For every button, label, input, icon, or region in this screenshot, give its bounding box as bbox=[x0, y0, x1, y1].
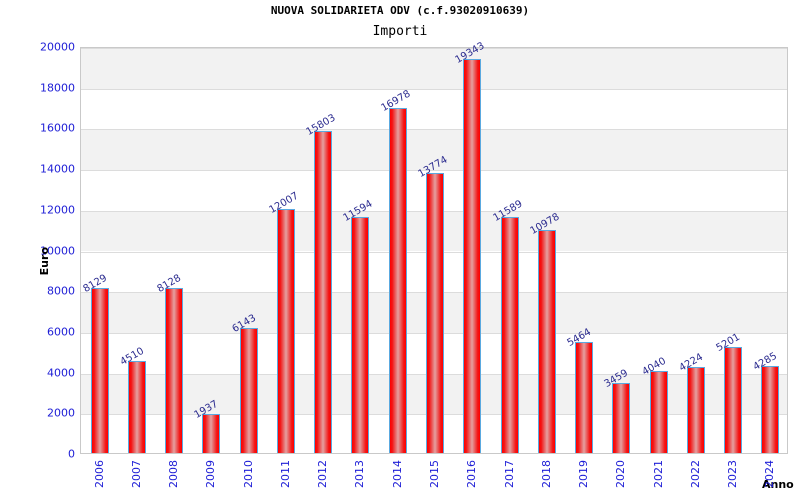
y-tick-label: 6000 bbox=[47, 325, 75, 339]
y-tick-label: 12000 bbox=[40, 203, 75, 217]
x-tick-label: 2006 bbox=[92, 460, 106, 488]
bar[interactable] bbox=[388, 107, 407, 453]
y-axis-title: Euro bbox=[38, 247, 51, 276]
x-tick-label: 2019 bbox=[577, 460, 591, 488]
x-tick-label: 2014 bbox=[390, 460, 404, 488]
x-tick-label: 2013 bbox=[353, 460, 367, 488]
x-axis-title: Anno bbox=[762, 478, 794, 491]
gridline bbox=[81, 129, 787, 131]
bar[interactable] bbox=[649, 370, 668, 453]
x-tick-label: 2012 bbox=[316, 460, 330, 488]
bar[interactable] bbox=[90, 287, 109, 453]
y-tick-label: 4000 bbox=[47, 366, 75, 380]
y-tick-label: 8000 bbox=[47, 284, 75, 298]
bar[interactable] bbox=[686, 367, 705, 453]
gridline bbox=[81, 48, 787, 49]
gridline bbox=[81, 170, 787, 172]
bar[interactable] bbox=[239, 328, 258, 453]
bar[interactable] bbox=[314, 131, 333, 453]
bar[interactable] bbox=[426, 172, 444, 453]
x-tick-label: 2017 bbox=[502, 460, 516, 488]
chart-supertitle: NUOVA SOLIDARIETA ODV (c.f.93020910639) bbox=[270, 4, 530, 17]
plot-band bbox=[81, 129, 787, 171]
plot-area bbox=[80, 47, 788, 454]
gridline bbox=[81, 88, 787, 90]
plot-band bbox=[81, 48, 787, 89]
x-tick-label: 2009 bbox=[204, 460, 218, 488]
y-tick-label: 14000 bbox=[40, 162, 75, 176]
y-tick-label: 0 bbox=[68, 447, 75, 461]
x-tick-label: 2015 bbox=[428, 460, 441, 488]
bar[interactable] bbox=[165, 287, 184, 453]
x-tick-label: 2024 bbox=[763, 460, 777, 488]
bar[interactable] bbox=[351, 217, 370, 453]
bar[interactable] bbox=[500, 217, 519, 453]
x-tick-label: 2007 bbox=[129, 460, 143, 488]
x-tick-label: 2022 bbox=[688, 460, 702, 488]
y-tick-label: 10000 bbox=[40, 244, 75, 257]
x-tick-label: 2008 bbox=[167, 460, 181, 488]
x-tick-label: 2023 bbox=[726, 460, 740, 488]
x-tick-label: 2016 bbox=[465, 460, 479, 488]
y-axis-tick-labels: 0 2000 4000 6000 8000 10000 12000 14000 16000 180… bbox=[0, 0, 75, 500]
y-tick-label: 20000 bbox=[40, 40, 75, 54]
chart-title: Importi bbox=[372, 24, 428, 39]
bar[interactable] bbox=[612, 382, 631, 453]
x-tick-label: 2018 bbox=[539, 460, 553, 488]
y-tick-label: 16000 bbox=[40, 121, 75, 135]
bar[interactable] bbox=[127, 361, 146, 453]
y-tick-label: 2000 bbox=[47, 406, 75, 420]
x-tick-label: 2021 bbox=[651, 460, 665, 488]
x-tick-label: 2010 bbox=[241, 460, 255, 488]
bar[interactable] bbox=[724, 347, 743, 453]
y-tick-label: 18000 bbox=[40, 81, 75, 95]
x-tick-label: 2020 bbox=[614, 460, 628, 488]
bar[interactable] bbox=[276, 208, 295, 453]
bar[interactable] bbox=[537, 229, 556, 453]
bar[interactable] bbox=[575, 341, 594, 453]
bar[interactable] bbox=[463, 59, 482, 453]
bar[interactable] bbox=[761, 365, 780, 453]
x-tick-label: 2011 bbox=[278, 460, 292, 488]
bar[interactable] bbox=[202, 413, 221, 453]
